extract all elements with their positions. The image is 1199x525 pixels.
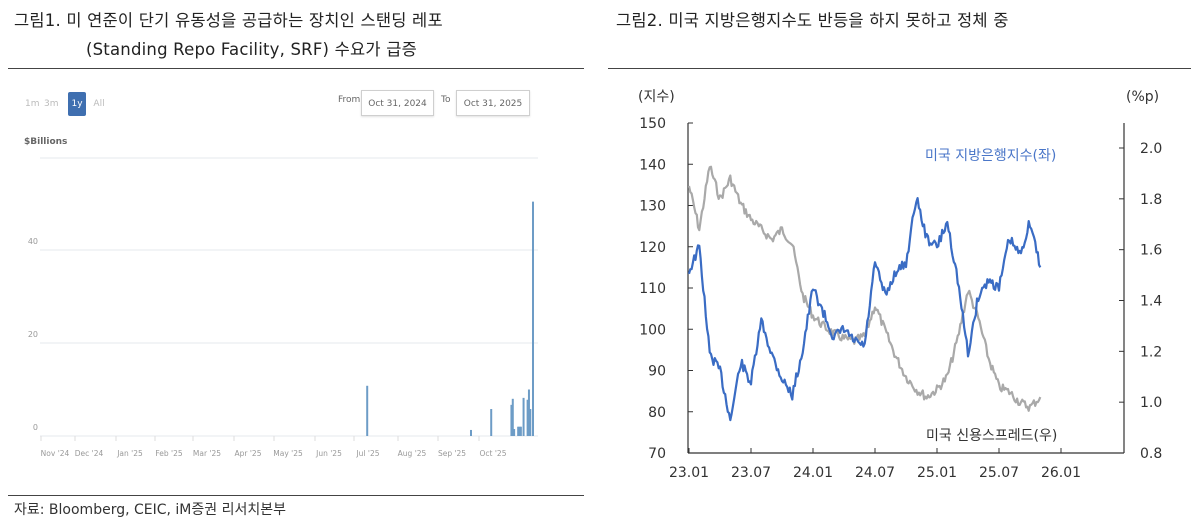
right-y-tick-label: 1.0 — [1140, 395, 1162, 411]
right-y-tick-label: 1.4 — [1140, 294, 1162, 310]
x-tick-label: Dec '24 — [75, 449, 104, 458]
x-tick-label: Feb '25 — [155, 449, 182, 458]
series-label-credit-spread: 미국 신용스프레드(우) — [926, 428, 1057, 444]
title-divider — [8, 68, 584, 69]
from-date-input[interactable]: Oct 31, 2024 — [361, 90, 434, 116]
x-tick-label: 26.01 — [1041, 465, 1081, 481]
bar — [532, 201, 534, 436]
bar — [511, 398, 514, 436]
bar — [517, 426, 520, 436]
x-tick-label: Jun '25 — [315, 449, 342, 458]
x-tick-label: 24.07 — [855, 465, 895, 481]
bar — [366, 385, 369, 436]
right-y-tick-label: 1.6 — [1140, 243, 1162, 259]
y-axis-unit-label: $Billions — [24, 137, 68, 147]
bar — [526, 399, 529, 436]
right-y-tick-label: 1.8 — [1140, 192, 1162, 208]
range-button-1y[interactable]: 1y — [68, 92, 86, 116]
footer-divider — [8, 495, 584, 496]
right-axis-unit: (%p) — [1126, 89, 1159, 105]
bar — [518, 426, 521, 436]
right-y-tick-label: 0.8 — [1140, 446, 1162, 462]
regional-bank-credit-spread-chart: 70 80 90 100 110 120 130 140 150 (지수) 0.8 1.0 1.2 1.4… — [638, 89, 1162, 481]
y-tick-label: 40 — [28, 237, 38, 246]
left-y-tick-label: 90 — [648, 364, 666, 380]
source-note: 자료: Bloomberg, CEIC, iM증권 리서치본부 — [14, 502, 286, 518]
figure-2-title: 그림2. 미국 지방은행지수도 반등을 하지 못하고 정체 중 — [616, 11, 1009, 30]
left-y-tick-label: 140 — [639, 157, 666, 173]
srf-bar-chart: 0 20 40 Nov '24 Dec '24 Jan '25 Feb '25 Mar '25… — [28, 157, 538, 458]
right-y-tick-label: 1.2 — [1140, 344, 1162, 360]
bar — [522, 397, 525, 436]
x-tick-label: 24.01 — [793, 465, 833, 481]
range-button-1m[interactable]: 1m — [25, 99, 40, 109]
bar — [510, 404, 513, 436]
bar — [513, 429, 516, 436]
range-button-3m[interactable]: 3m — [44, 99, 59, 109]
to-label: To — [441, 95, 451, 105]
series-line — [687, 197, 1042, 422]
x-tick-label: Jan '25 — [116, 449, 143, 458]
bar — [529, 409, 532, 436]
x-tick-label: 25.01 — [917, 465, 957, 481]
bar — [469, 429, 472, 436]
x-tick-label: Aug '25 — [398, 449, 427, 458]
x-tick-label: May '25 — [273, 449, 303, 458]
x-tick-label: 23.01 — [669, 465, 709, 481]
x-tick-label: Apr '25 — [235, 449, 262, 458]
figure-1-panel: 그림1. 미 연준이 단기 유동성을 공급하는 장치인 스탠딩 레포 (Stan… — [8, 11, 584, 458]
left-y-tick-label: 70 — [648, 446, 666, 462]
x-tick-label: Sep '25 — [438, 449, 466, 458]
x-tick-label: 25.07 — [979, 465, 1019, 481]
y-tick-label: 0 — [33, 423, 38, 432]
left-axis-unit: (지수) — [638, 89, 675, 105]
figure-1-title-line2: (Standing Repo Facility, SRF) 수요가 급증 — [86, 40, 417, 59]
x-tick-label: Nov '24 — [41, 449, 70, 458]
x-tick-label: 23.07 — [731, 465, 771, 481]
figure-2-panel: 그림2. 미국 지방은행지수도 반등을 하지 못하고 정체 중 70 80 90 10… — [600, 0, 1199, 525]
y-tick-label: 20 — [28, 330, 38, 339]
title-divider — [608, 68, 1191, 69]
series-label-regional-bank-index: 미국 지방은행지수(좌) — [925, 148, 1056, 164]
left-y-tick-label: 130 — [639, 199, 666, 215]
left-y-tick-label: 100 — [639, 322, 666, 338]
series-line — [687, 165, 1042, 412]
bar — [490, 409, 493, 436]
range-button-all[interactable]: All — [93, 99, 105, 109]
left-y-tick-label: 150 — [639, 116, 666, 132]
to-date-input[interactable]: Oct 31, 2025 — [456, 90, 530, 116]
from-label: From — [338, 95, 361, 105]
x-tick-label: Oct '25 — [480, 449, 507, 458]
figure-1-title-line1: 그림1. 미 연준이 단기 유동성을 공급하는 장치인 스탠딩 레포 — [14, 11, 443, 30]
bar — [519, 426, 522, 436]
bar — [527, 389, 530, 436]
x-tick-label: Jul '25 — [355, 449, 379, 458]
left-y-tick-label: 80 — [648, 405, 666, 421]
right-y-tick-label: 2.0 — [1140, 141, 1162, 157]
left-y-tick-label: 110 — [639, 281, 666, 297]
x-tick-label: Mar '25 — [193, 449, 221, 458]
left-y-tick-label: 120 — [639, 240, 666, 256]
